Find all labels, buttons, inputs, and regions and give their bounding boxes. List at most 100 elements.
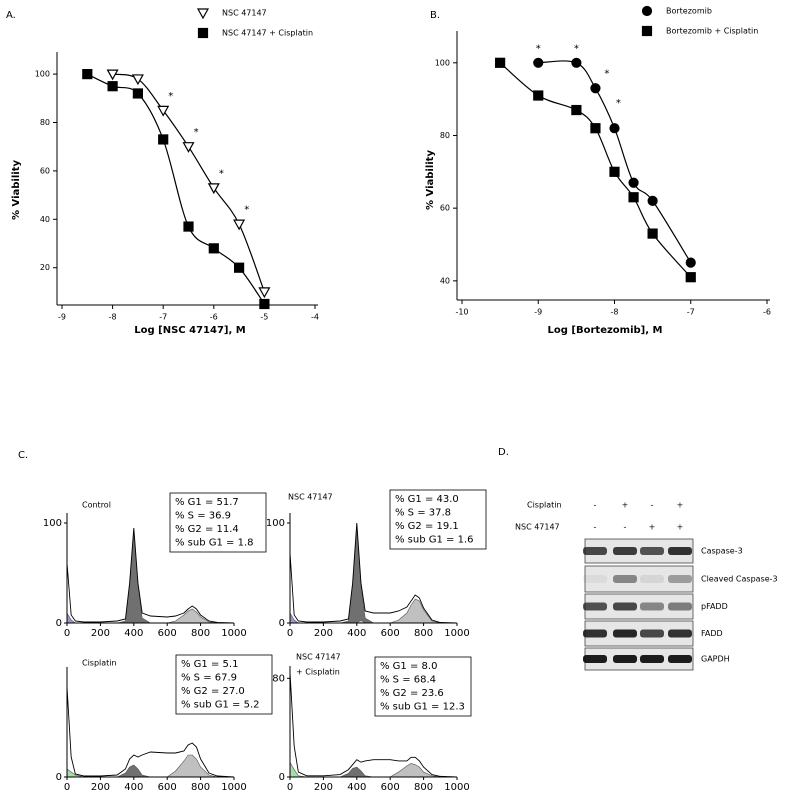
x-tick-label: 800 xyxy=(414,782,433,793)
y-tick-label: 100 xyxy=(266,518,285,529)
marker xyxy=(533,57,544,68)
marker xyxy=(571,104,582,116)
area xyxy=(66,611,234,624)
stats-box xyxy=(169,492,267,553)
x-axis-label: Log [Bortezomib], M xyxy=(548,325,663,336)
blot-band xyxy=(583,602,607,611)
marker xyxy=(196,8,210,20)
y-tick-label: 0 xyxy=(56,618,62,629)
y-tick-label: 80 xyxy=(40,118,50,127)
marker xyxy=(258,287,271,299)
blot-band xyxy=(583,575,607,583)
panel-label: C. xyxy=(18,450,28,461)
x-tick-label: 0 xyxy=(287,628,293,639)
condition-sign: + xyxy=(677,523,684,532)
blot-band xyxy=(668,575,692,583)
condition-sign: - xyxy=(651,501,654,510)
x-tick-label: 200 xyxy=(91,782,110,793)
x-tick-label: 0 xyxy=(287,782,293,793)
panel-title: Cisplatin xyxy=(82,659,117,668)
x-tick-label: 0 xyxy=(64,782,70,793)
x-tick-label: 1000 xyxy=(444,782,469,793)
band-label: pFADD xyxy=(701,602,728,611)
condition-sign: + xyxy=(622,501,629,510)
marker xyxy=(131,74,144,86)
marker xyxy=(182,142,195,153)
marker xyxy=(590,83,601,94)
marker xyxy=(647,195,658,206)
x-tick-label: -6 xyxy=(763,308,771,317)
fit-curve xyxy=(538,60,692,263)
y-tick-label: 80 xyxy=(272,673,285,684)
blot-band xyxy=(613,575,637,583)
histogram-line xyxy=(289,522,458,624)
band-label: Caspase-3 xyxy=(701,547,743,556)
band-label: GAPDH xyxy=(701,655,730,664)
stats-line: % G1 = 5.1 xyxy=(181,659,238,670)
stats-box xyxy=(374,656,472,717)
blot-band xyxy=(668,602,692,611)
marker xyxy=(647,228,658,239)
blot-band xyxy=(640,575,664,583)
stats-line: % sub G1 = 5.2 xyxy=(181,700,260,711)
annotation: * xyxy=(219,168,224,179)
y-tick-label: 40 xyxy=(440,276,450,285)
marker xyxy=(628,177,639,188)
stats-line: % S = 68.4 xyxy=(380,675,436,686)
marker xyxy=(158,134,169,145)
annotation: * xyxy=(536,43,541,54)
y-tick-label: 0 xyxy=(56,772,62,783)
stats-box xyxy=(175,654,273,715)
x-tick-label: -8 xyxy=(109,313,117,322)
blot-band xyxy=(613,602,637,611)
annotation: * xyxy=(244,205,249,216)
x-tick-label: 400 xyxy=(347,628,366,639)
histogram-line xyxy=(66,686,235,778)
panel-title: + Cisplatin xyxy=(296,668,340,677)
panel-label: B. xyxy=(430,10,440,21)
stats-line: % sub G1 = 1.6 xyxy=(395,535,474,546)
marker xyxy=(259,298,270,310)
y-tick-label: 60 xyxy=(40,166,50,175)
condition-label: Cisplatin xyxy=(527,501,562,510)
x-axis-label: Log [NSC 47147], M xyxy=(134,325,245,336)
panel-title: NSC 47147 xyxy=(288,493,333,502)
x-tick-label: 400 xyxy=(124,782,143,793)
blot-band xyxy=(583,629,607,638)
marker xyxy=(106,69,119,81)
condition-sign: - xyxy=(594,523,597,532)
blot-strip xyxy=(584,565,694,593)
x-tick-label: 600 xyxy=(381,628,400,639)
stats-line: % G2 = 11.4 xyxy=(175,524,239,535)
x-tick-label: -6 xyxy=(210,313,218,322)
annotation: * xyxy=(604,69,609,80)
panel-title: Control xyxy=(82,501,111,510)
x-tick-label: -4 xyxy=(311,313,319,322)
histogram-line xyxy=(66,527,235,624)
x-tick-label: -8 xyxy=(611,308,619,317)
stats-line: % sub G1 = 12.3 xyxy=(380,702,465,713)
stats-line: % G2 = 27.0 xyxy=(181,686,245,697)
panel-label: D. xyxy=(498,447,509,458)
y-tick-label: 60 xyxy=(440,204,450,213)
blot-band xyxy=(668,629,692,638)
condition-sign: - xyxy=(594,501,597,510)
x-tick-label: 0 xyxy=(64,628,70,639)
y-tick-label: 100 xyxy=(35,70,50,79)
annotation: * xyxy=(616,98,621,109)
band-label: Cleaved Caspase-3 xyxy=(701,575,778,584)
x-tick-label: 600 xyxy=(158,628,177,639)
x-tick-label: 600 xyxy=(158,782,177,793)
y-tick-label: 100 xyxy=(435,58,450,67)
y-tick-label: 40 xyxy=(40,215,50,224)
x-tick-label: 800 xyxy=(191,628,210,639)
legend-label: Bortezomib xyxy=(666,7,712,16)
area xyxy=(67,754,234,778)
blot-band xyxy=(613,629,637,638)
x-tick-label: 600 xyxy=(381,782,400,793)
stats-line: % S = 36.9 xyxy=(175,511,231,522)
blot-band xyxy=(613,547,637,555)
stats-line: % S = 67.9 xyxy=(181,673,237,684)
stats-line: % S = 37.8 xyxy=(395,508,451,519)
marker xyxy=(685,272,696,283)
